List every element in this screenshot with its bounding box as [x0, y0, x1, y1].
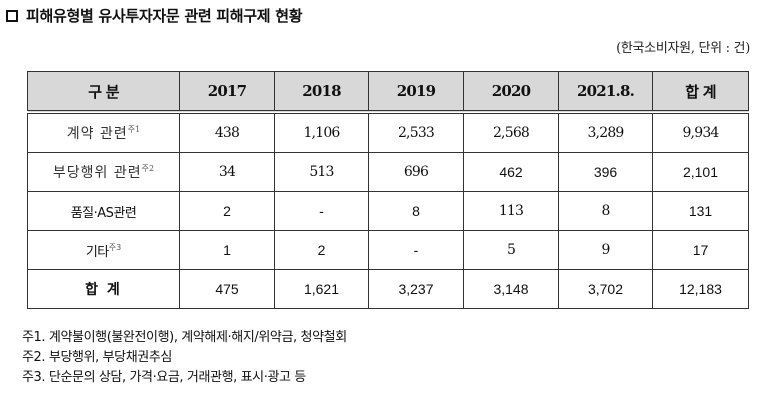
row-label-text: 품질·AS관련 — [70, 205, 137, 221]
cell-2019: 8 — [368, 191, 464, 231]
cell-2020: 5 — [463, 230, 559, 270]
cell-2019: 696 — [368, 152, 464, 192]
footnote-ref: 주1 — [127, 125, 141, 134]
checkbox-square-icon — [6, 9, 18, 22]
row-label-text: 기타 — [85, 244, 109, 260]
cell-2018: 1,621 — [274, 269, 369, 309]
footnote-1: 주1. 계약불이행(불완전이행), 계약해제·해지/위약금, 청약철회 — [22, 330, 347, 345]
cell-total: 17 — [652, 230, 749, 270]
header-2019: 2019 — [368, 71, 464, 114]
cell-2018: 2 — [274, 230, 369, 270]
cell-2020: 3,148 — [463, 269, 559, 309]
table-row-other: 기타주3 1 2 - 5 9 17 — [27, 230, 749, 270]
header-category: 구 분 — [27, 71, 180, 114]
footnotes: 주1. 계약불이행(불완전이행), 계약해제·해지/위약금, 청약철회 주2. … — [22, 328, 347, 388]
row-label: 부당행위 관련주2 — [27, 152, 180, 192]
header-total: 합 계 — [652, 71, 749, 114]
cell-2021-8: 3,702 — [558, 269, 653, 309]
cell-2019: - — [368, 230, 464, 270]
cell-total: 12,183 — [652, 269, 749, 309]
footnote-3: 주3. 단순문의 상담, 가격·요금, 거래관행, 표시·광고 등 — [22, 370, 306, 385]
cell-2018: 1,106 — [274, 111, 369, 153]
cell-2017: 1 — [179, 230, 275, 270]
header-2021-8: 2021.8. — [558, 71, 653, 114]
row-label-text: 계약 관련 — [66, 126, 128, 142]
cell-2021-8: 9 — [558, 230, 653, 270]
footnote-ref: 주3 — [108, 242, 122, 252]
cell-total: 2,101 — [652, 152, 749, 192]
cell-total: 9,934 — [652, 111, 749, 153]
row-label: 계약 관련주1 — [27, 111, 180, 153]
header-2020: 2020 — [463, 71, 559, 114]
cell-2018: 513 — [274, 152, 369, 192]
unit-note: (한국소비자원, 단위 : 건) — [616, 41, 750, 56]
cell-2020: 2,568 — [463, 111, 559, 153]
cell-2020: 462 — [463, 152, 559, 192]
cell-2018: - — [274, 191, 369, 231]
table-header-row: 구 분 2017 2018 2019 2020 2021.8. 합 계 — [27, 71, 749, 114]
row-label: 품질·AS관련 — [27, 191, 180, 231]
cell-2021-8: 8 — [558, 191, 653, 231]
cell-2019: 3,237 — [368, 269, 464, 309]
table-row-unfair-practice: 부당행위 관련주2 34 513 696 462 396 2,101 — [27, 152, 749, 192]
row-label-text: 부당행위 관련 — [52, 165, 142, 181]
footnote-2: 주2. 부당행위, 부당채권추심 — [22, 350, 172, 365]
cell-2021-8: 396 — [558, 152, 653, 192]
cell-2017: 475 — [179, 269, 275, 309]
title-text: 피해유형별 유사투자자문 관련 피해구제 현황 — [26, 7, 303, 25]
header-2017: 2017 — [179, 71, 275, 114]
table-row-contract: 계약 관련주1 438 1,106 2,533 2,568 3,289 9,93… — [27, 111, 749, 153]
cell-2017: 438 — [179, 111, 275, 153]
header-2018: 2018 — [274, 71, 369, 114]
cell-2020: 113 — [463, 191, 559, 231]
cell-2017: 34 — [179, 152, 275, 192]
footnote-ref: 주2 — [141, 164, 155, 173]
row-label: 기타주3 — [27, 230, 180, 270]
cell-total: 131 — [652, 191, 749, 231]
damage-relief-table: 구 분 2017 2018 2019 2020 2021.8. 합 계 계약 관… — [27, 71, 749, 309]
row-label-text: 합 계 — [85, 282, 122, 298]
table-row-total: 합 계 475 1,621 3,237 3,148 3,702 12,183 — [27, 269, 749, 309]
cell-2021-8: 3,289 — [558, 111, 653, 153]
cell-2019: 2,533 — [368, 111, 464, 153]
table-row-quality-as: 품질·AS관련 2 - 8 113 8 131 — [27, 191, 749, 231]
document-title: 피해유형별 유사투자자문 관련 피해구제 현황 — [6, 5, 303, 26]
cell-2017: 2 — [179, 191, 275, 231]
row-label: 합 계 — [27, 269, 180, 309]
